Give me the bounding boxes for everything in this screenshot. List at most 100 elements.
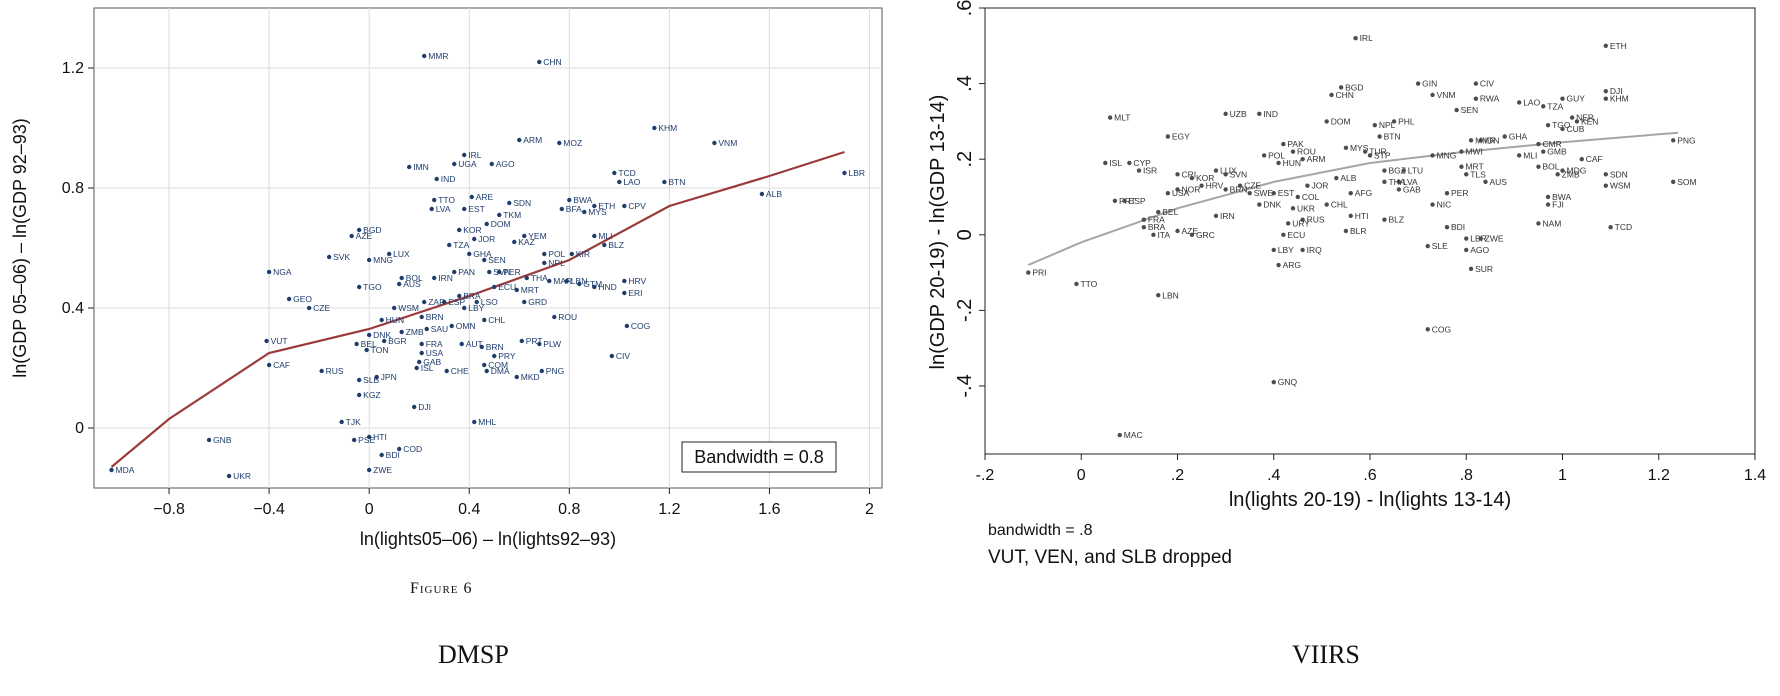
data-point [1107, 115, 1113, 120]
data-point-label: EGY [1172, 132, 1190, 142]
data-point-label: TKM [503, 210, 521, 220]
data-point [507, 200, 512, 206]
data-point-label: LBR [848, 168, 865, 178]
data-point [1536, 141, 1541, 147]
data-point-label: AUS [1490, 177, 1508, 187]
data-point [592, 203, 597, 209]
data-point [1189, 175, 1195, 181]
data-point-label: EST [1278, 188, 1295, 198]
data-point [442, 299, 447, 305]
data-point-label: STP [1374, 150, 1391, 160]
data-point [617, 179, 622, 185]
data-point-label: MLT [1114, 113, 1130, 123]
data-point [379, 452, 384, 458]
viirs-fit-line [1027, 131, 1679, 266]
data-point [1175, 172, 1180, 177]
data-point-label: MRT [521, 285, 539, 295]
data-point [226, 473, 232, 479]
data-point-label: COL [1302, 192, 1320, 202]
data-point-label: CAF [273, 360, 290, 370]
dmsp-fit-line [110, 150, 845, 468]
data-point [1430, 153, 1435, 158]
x-tick-label: .8 [1460, 467, 1473, 484]
data-point-label: WSM [1610, 181, 1631, 191]
y-tick-label: 0.8 [62, 180, 84, 197]
data-point-label: MMR [428, 51, 448, 61]
data-point-label: POL [1268, 150, 1285, 160]
data-point-label: BLR [1350, 226, 1367, 236]
data-point-label: THA [1388, 177, 1405, 187]
data-point-label: ALB [1340, 173, 1356, 183]
data-point [1141, 217, 1147, 222]
data-point-label: KHM [1610, 94, 1629, 104]
data-point-label: AUT [466, 339, 483, 349]
y-tick-label: 0 [75, 420, 84, 437]
data-point [356, 284, 362, 290]
data-point [1603, 88, 1609, 94]
data-point [1579, 156, 1584, 162]
viirs-x-axis-title: ln(lights 20-19) - ln(lights 13-14) [1229, 489, 1511, 511]
data-point [364, 347, 369, 353]
data-point [469, 194, 474, 200]
data-point-label: THA [531, 273, 548, 283]
data-point-label: RUS [1307, 215, 1325, 225]
data-point-label: ZWE [1485, 234, 1504, 244]
data-point [1603, 96, 1609, 101]
data-point [266, 362, 272, 368]
data-point [1459, 149, 1464, 154]
bandwidth-legend-text: Bandwidth = 0.8 [694, 447, 824, 467]
data-point [447, 242, 452, 248]
data-point [1305, 183, 1310, 188]
data-point [356, 227, 362, 233]
data-point [577, 281, 582, 287]
data-point-label: HRV [1206, 181, 1224, 191]
data-point [1213, 213, 1219, 219]
data-point [1444, 191, 1450, 196]
data-point [407, 164, 412, 170]
data-point [1391, 119, 1397, 124]
data-point-label: ESP [448, 297, 465, 307]
data-point [559, 206, 564, 212]
data-point-label: SAU [431, 324, 448, 334]
data-point-label: ISL [1109, 158, 1122, 168]
data-point-label: TUR [1369, 147, 1386, 157]
data-point [1175, 187, 1180, 192]
data-point-label: UZB [1230, 109, 1247, 119]
data-point [1300, 156, 1305, 162]
data-point [399, 329, 404, 335]
data-point-label: GNQ [1278, 377, 1298, 387]
data-point [1276, 160, 1281, 166]
data-point-label: CHL [1331, 200, 1348, 210]
data-point [1396, 179, 1402, 185]
data-point-label: URY [1292, 218, 1310, 228]
data-point-label: BTN [668, 177, 685, 187]
data-point [622, 278, 627, 284]
data-point-label: BDI [386, 450, 400, 460]
data-point-label: GAB [1403, 184, 1421, 194]
data-point [482, 257, 487, 263]
data-point-label: PNG [1677, 135, 1695, 145]
data-point-label: BGD [363, 225, 381, 235]
data-point [1560, 126, 1565, 132]
data-point-label: PNG [546, 366, 564, 376]
data-point-label: MMR [1475, 135, 1495, 145]
data-point [497, 212, 502, 218]
data-point-label: HTI [1355, 211, 1369, 221]
data-point [1425, 243, 1430, 249]
data-point [1348, 213, 1353, 219]
data-point [1536, 221, 1541, 226]
data-point-label: KOR [1196, 173, 1214, 183]
data-point [1464, 172, 1469, 177]
data-point [1516, 100, 1522, 105]
data-point-label: SEN [488, 255, 505, 265]
data-point-label: MOZ [563, 138, 582, 148]
data-point-label: AZE [356, 231, 373, 241]
data-point [1074, 281, 1079, 287]
viirs-y-axis-title: ln(GDP 20-19) - ln(GDP 13-14) [927, 95, 949, 370]
data-point [1367, 153, 1373, 158]
data-point [1444, 225, 1450, 230]
data-point-label: BRN [1230, 184, 1248, 194]
data-point-label: AUS [403, 279, 421, 289]
y-tick-label: -.2 [954, 299, 976, 322]
